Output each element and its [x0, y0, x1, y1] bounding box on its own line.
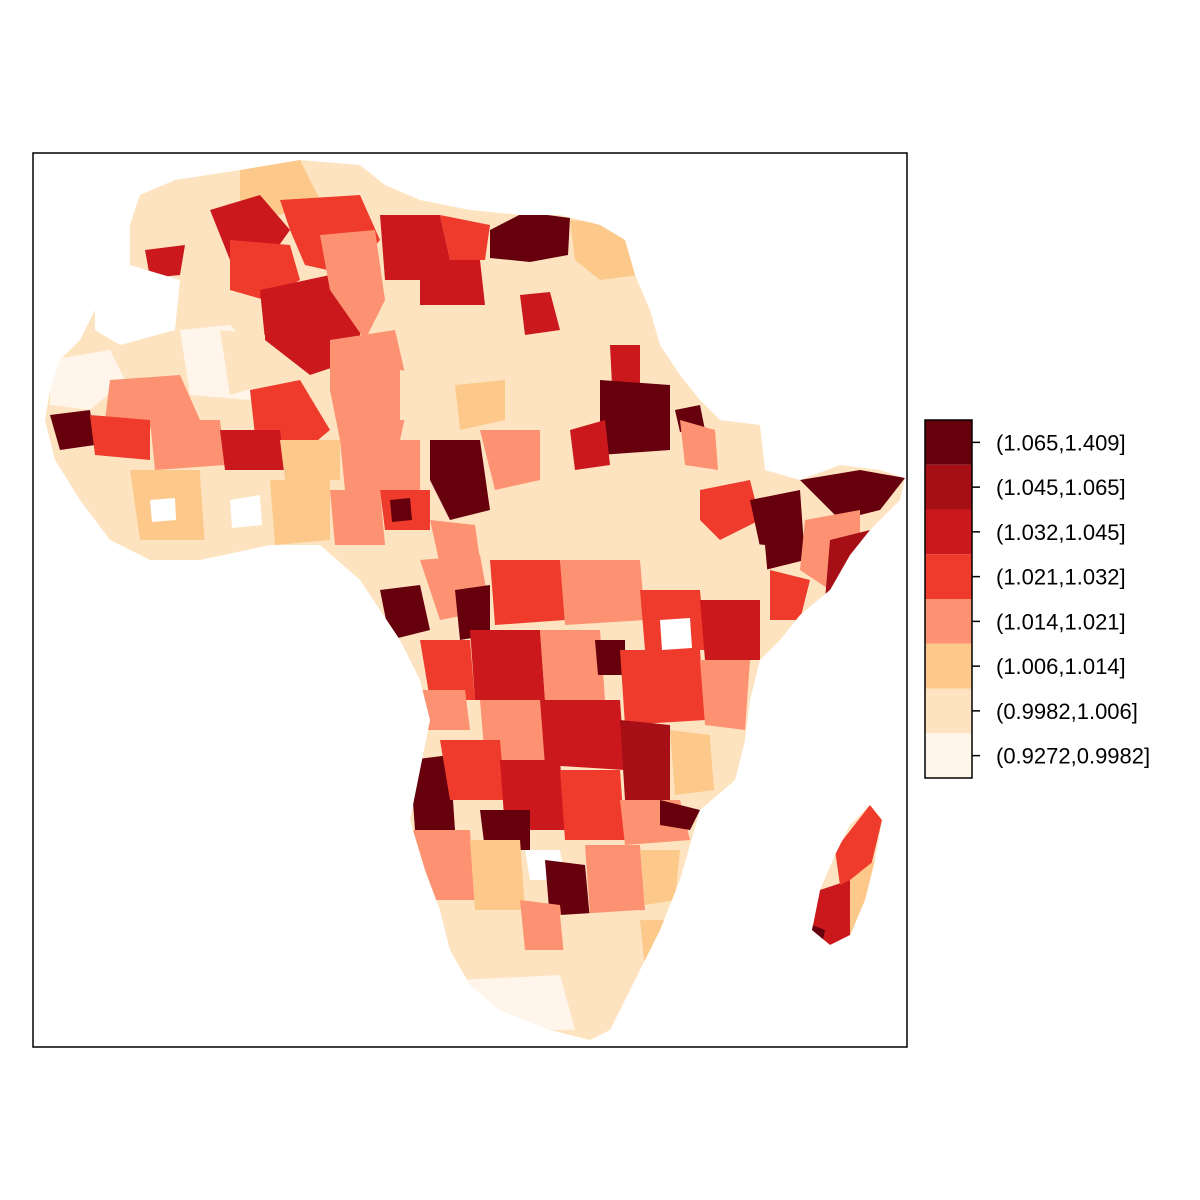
map-region — [700, 660, 750, 730]
map-region — [570, 420, 610, 470]
map-region — [560, 770, 625, 840]
legend-swatch — [925, 688, 972, 734]
map-region — [850, 860, 875, 935]
legend-label: (1.014,1.021] — [996, 609, 1126, 634]
map-region — [455, 585, 490, 640]
legend-swatch — [925, 554, 972, 599]
map-region — [130, 175, 240, 240]
map-region — [770, 570, 810, 620]
map-region — [680, 420, 718, 470]
map-region — [280, 440, 340, 480]
map-region — [480, 430, 540, 490]
map-region — [540, 700, 625, 770]
legend-label: (0.9272,0.9982] — [996, 744, 1150, 769]
legend-swatch — [925, 420, 972, 465]
map-region — [470, 630, 545, 700]
map-region — [800, 470, 905, 520]
legend-label: (1.045,1.065] — [996, 475, 1126, 500]
map-region — [330, 490, 385, 545]
map-region — [60, 460, 135, 520]
map-region — [670, 730, 715, 795]
map-region — [50, 410, 95, 450]
map-region — [415, 690, 470, 730]
map-region — [330, 330, 410, 440]
legend-label: (0.9982,1.006] — [996, 699, 1138, 724]
map-region — [595, 640, 625, 675]
map-frame — [32, 152, 908, 1048]
map-region — [812, 880, 855, 945]
legend-label: (1.006,1.014] — [996, 654, 1126, 679]
map-region — [270, 480, 330, 545]
map-region — [150, 498, 176, 522]
map-africa — [45, 160, 905, 1040]
map-region — [420, 260, 485, 305]
map-region — [455, 380, 505, 430]
map-region — [430, 440, 490, 520]
map-region — [700, 600, 760, 660]
map-region — [460, 975, 575, 1030]
map-region — [220, 430, 285, 470]
legend: (1.065,1.409] (1.045,1.065] (1.032,1.045] (… — [924, 419, 1150, 779]
map-region — [380, 585, 430, 640]
map-region — [340, 440, 420, 490]
map-region — [540, 630, 605, 700]
map-region — [640, 850, 680, 905]
map-region — [660, 618, 692, 650]
map-region — [145, 245, 185, 278]
map-region — [640, 920, 690, 970]
map-region — [825, 530, 870, 600]
map-region — [230, 495, 262, 528]
map-region — [95, 265, 180, 345]
legend-swatch — [925, 643, 972, 689]
legend-border — [924, 419, 973, 779]
legend-swatch — [925, 509, 972, 555]
legend-label: (1.032,1.045] — [996, 520, 1126, 545]
map-region — [420, 640, 475, 700]
map-region — [90, 415, 150, 460]
map-region — [585, 845, 645, 915]
map-region — [400, 370, 440, 420]
map-region — [660, 800, 700, 830]
map-region — [50, 350, 125, 410]
map-region — [600, 380, 670, 455]
map-region — [410, 755, 455, 830]
legend-swatch — [925, 599, 972, 644]
map-region — [710, 740, 750, 800]
map-region — [620, 650, 705, 725]
map-region — [320, 230, 385, 340]
map-region — [560, 560, 645, 625]
map-region — [440, 740, 505, 800]
legend-label: (1.065,1.409] — [996, 430, 1126, 455]
map-region — [150, 420, 225, 470]
legend-swatch — [925, 464, 972, 510]
map-region — [560, 910, 650, 965]
map-region — [390, 498, 412, 522]
map-region — [490, 560, 565, 625]
legend-label: (1.021,1.032] — [996, 565, 1126, 590]
legend-swatch — [925, 733, 972, 778]
map-region — [610, 345, 640, 385]
map-region — [410, 830, 475, 900]
map-region — [430, 520, 480, 565]
map-region — [520, 900, 565, 950]
map-region — [230, 240, 300, 300]
map-region — [490, 212, 570, 262]
map-region — [105, 375, 200, 430]
map-region — [470, 840, 525, 910]
map-region — [440, 215, 490, 260]
map-region — [445, 325, 515, 395]
map-region — [620, 720, 670, 800]
map-region — [700, 480, 760, 540]
map-region — [220, 330, 265, 395]
map-region — [715, 795, 755, 840]
map-region — [520, 292, 560, 335]
